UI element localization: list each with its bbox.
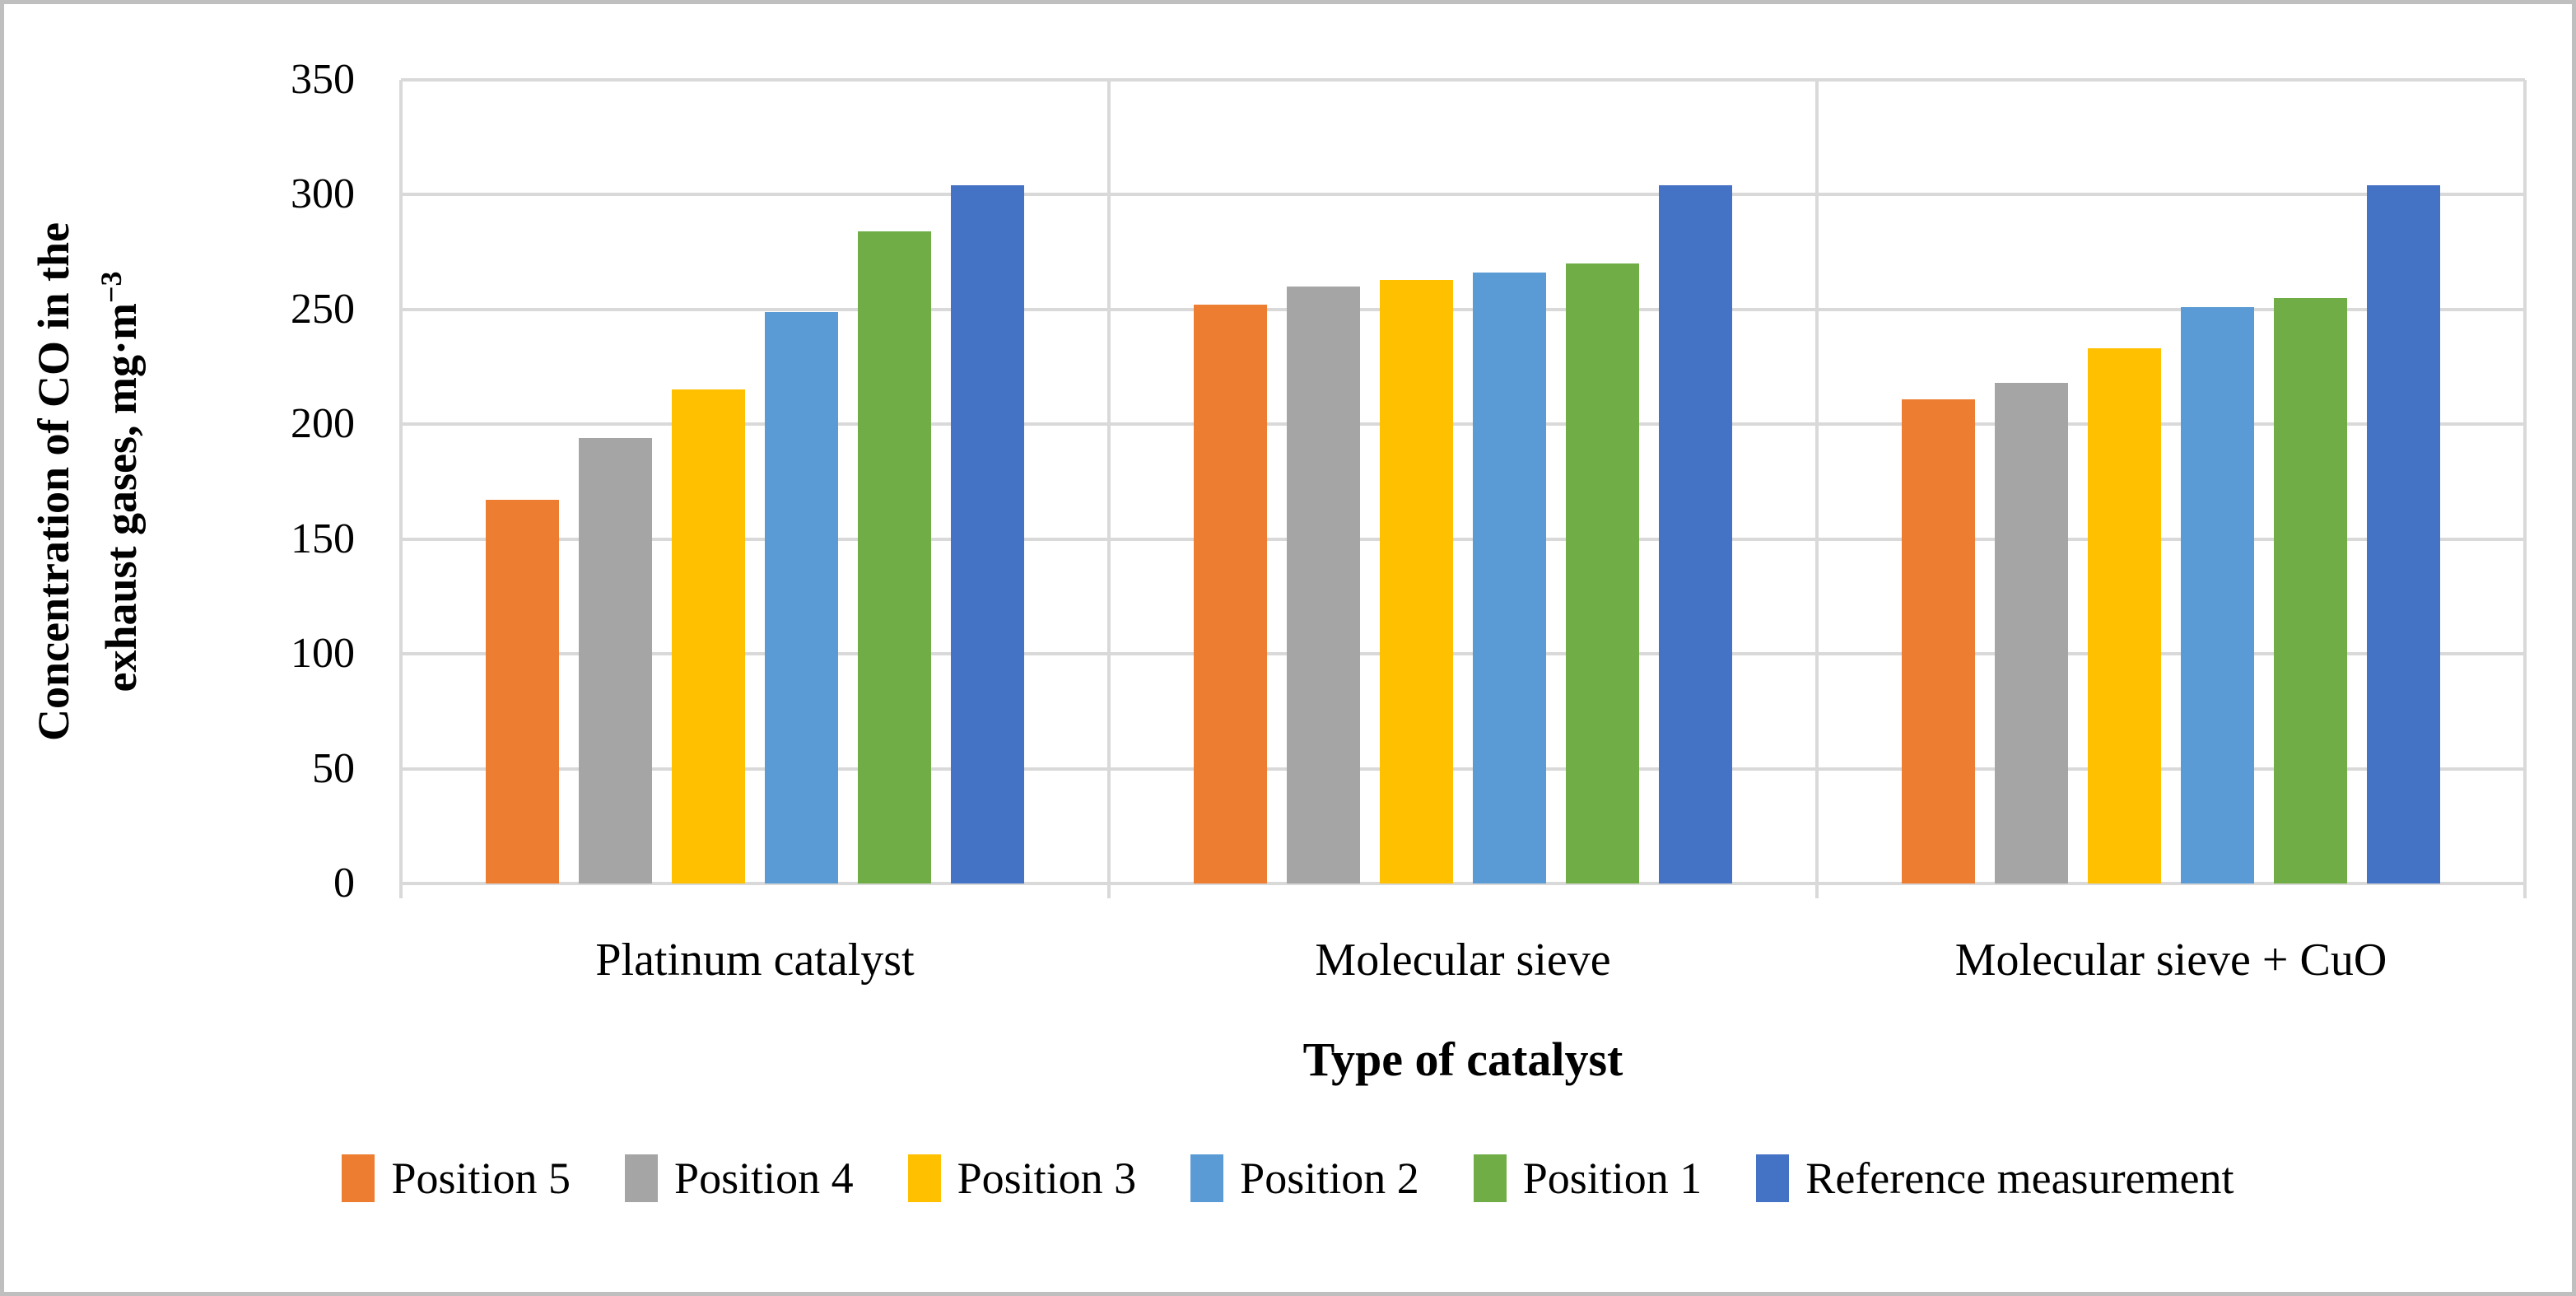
bar-position-1-group-3 bbox=[2274, 298, 2347, 883]
bar-position-3-group-1 bbox=[672, 389, 745, 883]
legend-swatch bbox=[907, 1154, 941, 1202]
legend-item-position-4: Position 4 bbox=[625, 1149, 854, 1207]
bar-reference-measurement-group-2 bbox=[1659, 185, 1732, 883]
bar-position-5-group-1 bbox=[486, 500, 559, 883]
bar-position-4-group-2 bbox=[1287, 287, 1360, 883]
y-tick-label-250: 250 bbox=[291, 285, 355, 333]
gridline-x-1 bbox=[1107, 80, 1111, 898]
legend-label: Position 4 bbox=[674, 1154, 854, 1203]
legend-label: Position 3 bbox=[957, 1154, 1137, 1203]
bar-position-4-group-1 bbox=[579, 438, 652, 883]
gridline-y-300 bbox=[401, 193, 2525, 197]
bar-reference-measurement-group-1 bbox=[951, 185, 1024, 883]
gridline-y-50 bbox=[401, 767, 2525, 771]
legend-swatch bbox=[1756, 1154, 1790, 1202]
gridline-y-0 bbox=[401, 882, 2525, 885]
bar-position-1-group-2 bbox=[1566, 263, 1639, 883]
y-tick-label-150: 150 bbox=[291, 515, 355, 562]
bar-position-4-group-3 bbox=[1995, 383, 2068, 883]
legend-swatch bbox=[1190, 1154, 1224, 1202]
y-axis-title-line2: exhaust gases, mg·m bbox=[96, 303, 146, 692]
y-tick-label-350: 350 bbox=[291, 56, 355, 103]
gridline-x-2 bbox=[1815, 80, 1819, 898]
gridline-x-3 bbox=[2523, 80, 2527, 898]
category-label-1: Platinum catalyst bbox=[595, 935, 915, 986]
legend: Position 5 Position 4 Position 3 Position 2… bbox=[4, 1139, 2572, 1218]
legend-label: Position 5 bbox=[391, 1154, 571, 1203]
legend-item-position-3: Position 3 bbox=[907, 1149, 1137, 1207]
legend-item-position-1: Position 1 bbox=[1473, 1149, 1703, 1207]
legend-item-reference-measurement: Reference measurement bbox=[1756, 1149, 2234, 1207]
legend-label: Position 2 bbox=[1240, 1154, 1419, 1203]
gridline-x-0 bbox=[399, 80, 403, 898]
category-label-2: Molecular sieve bbox=[1315, 935, 1611, 986]
gridline-y-200 bbox=[401, 422, 2525, 427]
y-tick-label-50: 50 bbox=[312, 744, 355, 792]
legend-swatch bbox=[1473, 1154, 1507, 1202]
bar-position-5-group-2 bbox=[1194, 305, 1267, 883]
bar-position-1-group-1 bbox=[858, 231, 931, 883]
bar-position-3-group-3 bbox=[2088, 348, 2161, 883]
y-tick-label-100: 100 bbox=[291, 630, 355, 678]
gridline-y-100 bbox=[401, 652, 2525, 656]
gridline-y-150 bbox=[401, 537, 2525, 541]
x-axis-title: Type of catalyst bbox=[1302, 1033, 1623, 1086]
legend-item-position-5: Position 5 bbox=[342, 1149, 571, 1207]
legend-item-position-2: Position 2 bbox=[1190, 1149, 1419, 1207]
bar-position-2-group-3 bbox=[2181, 307, 2254, 883]
legend-label: Position 1 bbox=[1522, 1154, 1703, 1203]
gridline-y-350 bbox=[401, 78, 2525, 82]
gridline-y-250 bbox=[401, 307, 2525, 311]
plot-area bbox=[399, 78, 2527, 898]
y-axis-title-exponent: −3 bbox=[95, 271, 128, 304]
y-axis-title: Concentration of CO in the exhaust gases… bbox=[25, 80, 148, 883]
bar-group-2 bbox=[1109, 80, 1817, 883]
y-tick-label-300: 300 bbox=[291, 170, 355, 218]
bar-reference-measurement-group-3 bbox=[2367, 185, 2440, 883]
bar-position-3-group-2 bbox=[1380, 280, 1453, 883]
legend-swatch bbox=[625, 1154, 659, 1202]
legend-swatch bbox=[342, 1154, 375, 1202]
bar-position-5-group-3 bbox=[1902, 399, 1975, 883]
bar-group-3 bbox=[1817, 80, 2525, 883]
bar-group-1 bbox=[401, 80, 1109, 883]
legend-label: Reference measurement bbox=[1805, 1154, 2234, 1203]
y-tick-label-0: 0 bbox=[333, 860, 355, 907]
y-axis-title-line1: Concentration of CO in the bbox=[29, 222, 78, 741]
bar-position-2-group-2 bbox=[1473, 273, 1546, 883]
category-label-3: Molecular sieve + CuO bbox=[1954, 935, 2387, 986]
y-tick-label-200: 200 bbox=[291, 400, 355, 448]
bar-position-2-group-1 bbox=[765, 312, 838, 883]
